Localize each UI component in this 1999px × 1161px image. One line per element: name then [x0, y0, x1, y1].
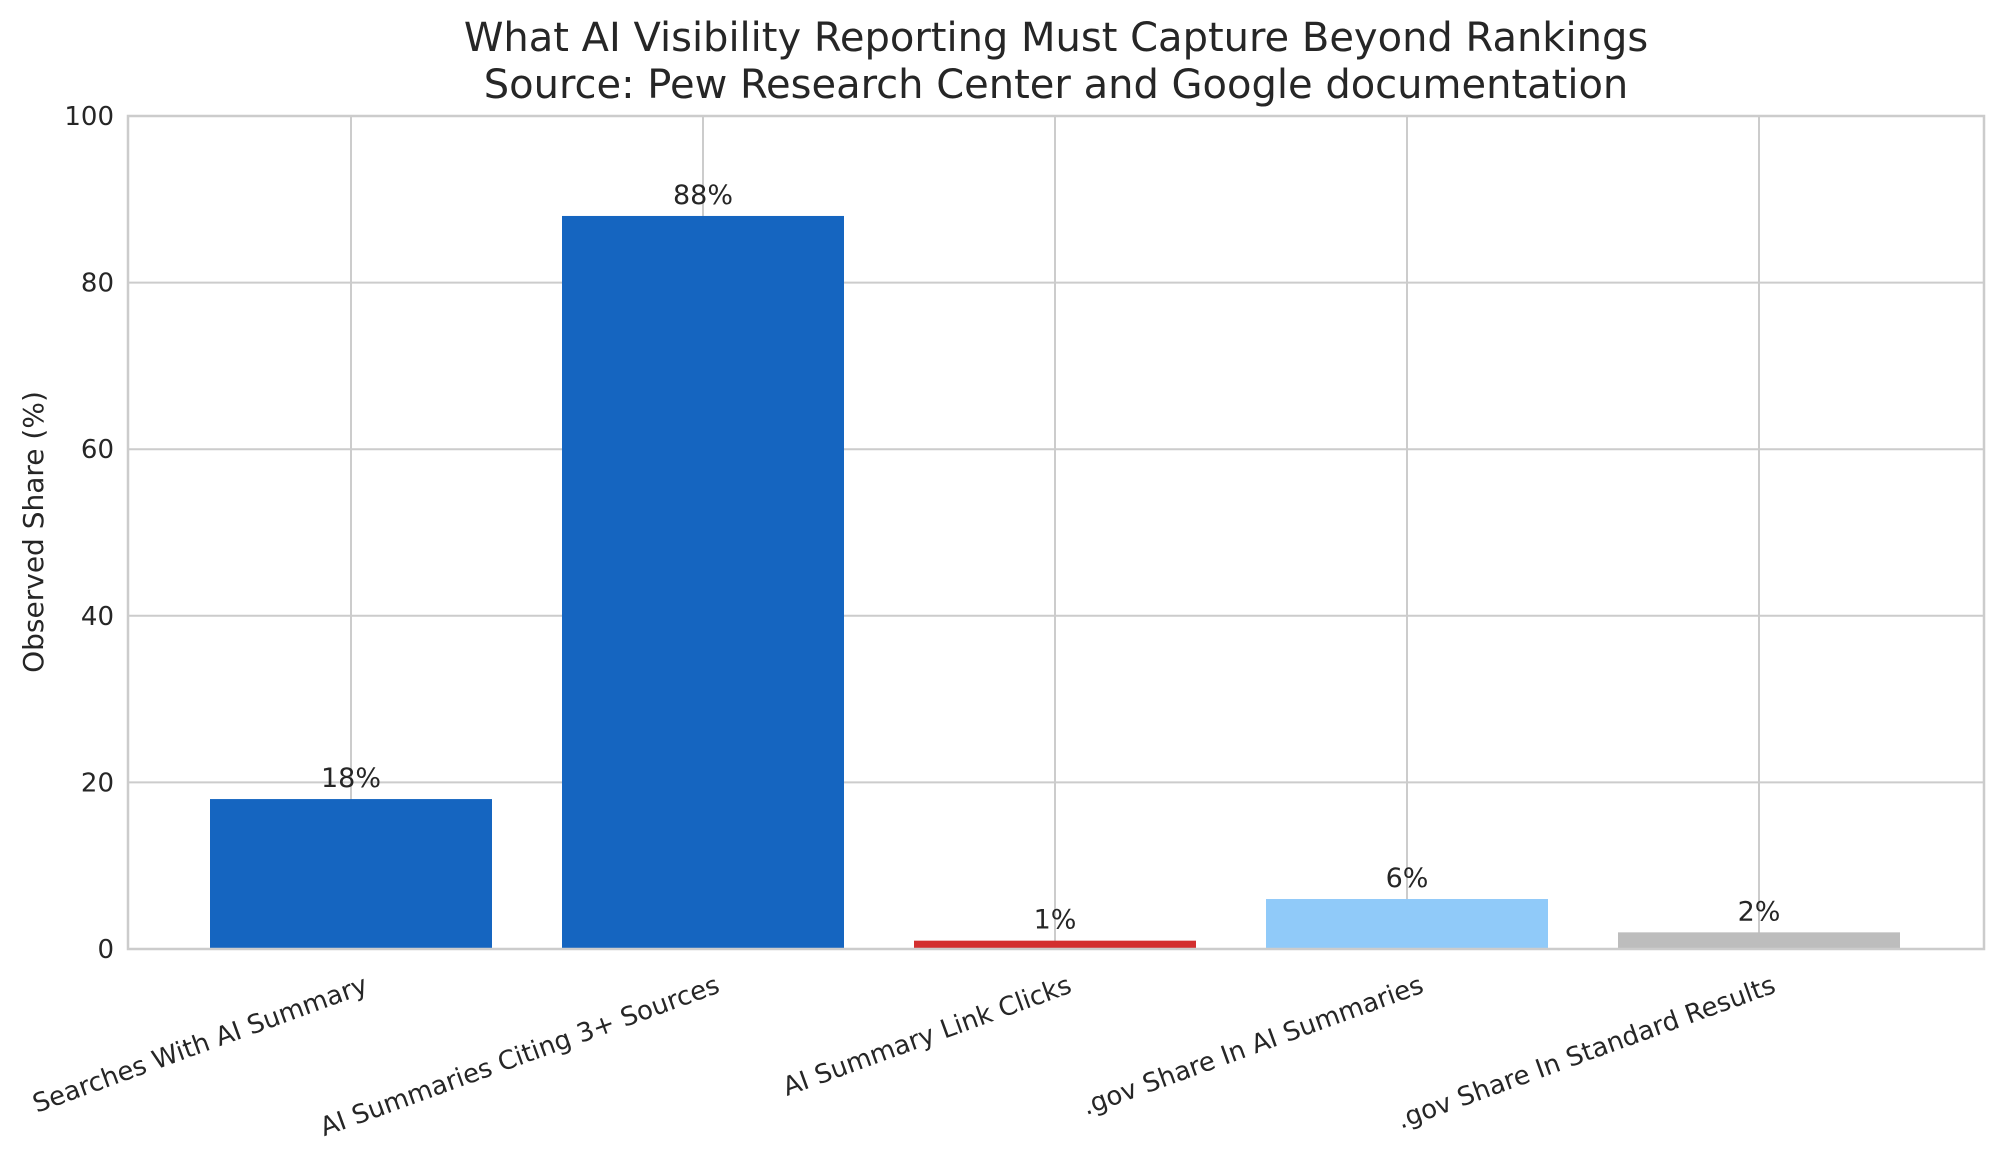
y-tick-label: 80 — [81, 269, 114, 299]
plot-frame — [126, 114, 1986, 951]
y-tick-label: 40 — [81, 602, 114, 632]
bar-value-label: 6% — [1386, 863, 1429, 894]
bar — [914, 940, 1196, 949]
bar — [1266, 899, 1548, 949]
x-tick-label: AI Summaries Citing 3+ Sources — [316, 970, 723, 1143]
bar-value-label: 1% — [1034, 905, 1077, 936]
y-axis-label: Observed Share (%) — [17, 391, 50, 673]
x-tick-label: AI Summary Link Clicks — [779, 970, 1076, 1102]
bar-value-label: 2% — [1738, 896, 1781, 927]
x-tick-label: .gov Share In Standard Results — [1393, 970, 1780, 1135]
x-tick-label: .gov Share In AI Summaries — [1078, 970, 1427, 1122]
x-tick-label: Searches With AI Summary — [29, 970, 372, 1119]
bar-value-label: 18% — [321, 763, 381, 794]
y-tick-label: 100 — [64, 102, 114, 132]
data-labels: 18% 88% 1% 6% 2% — [321, 180, 1780, 936]
y-tick-label: 20 — [81, 768, 114, 798]
bar — [562, 215, 844, 949]
bar-value-label: 88% — [673, 180, 733, 211]
bar — [1618, 932, 1900, 949]
bar — [210, 799, 492, 949]
y-tick-label: 60 — [81, 435, 114, 465]
bars — [210, 215, 1900, 949]
chart-subtitle: Source: Pew Research Center and Google d… — [484, 62, 1629, 108]
y-axis-ticks: 0 20 40 60 80 100 — [64, 102, 114, 965]
y-tick-label: 0 — [97, 935, 114, 965]
chart-title: What AI Visibility Reporting Must Captur… — [464, 15, 1648, 61]
